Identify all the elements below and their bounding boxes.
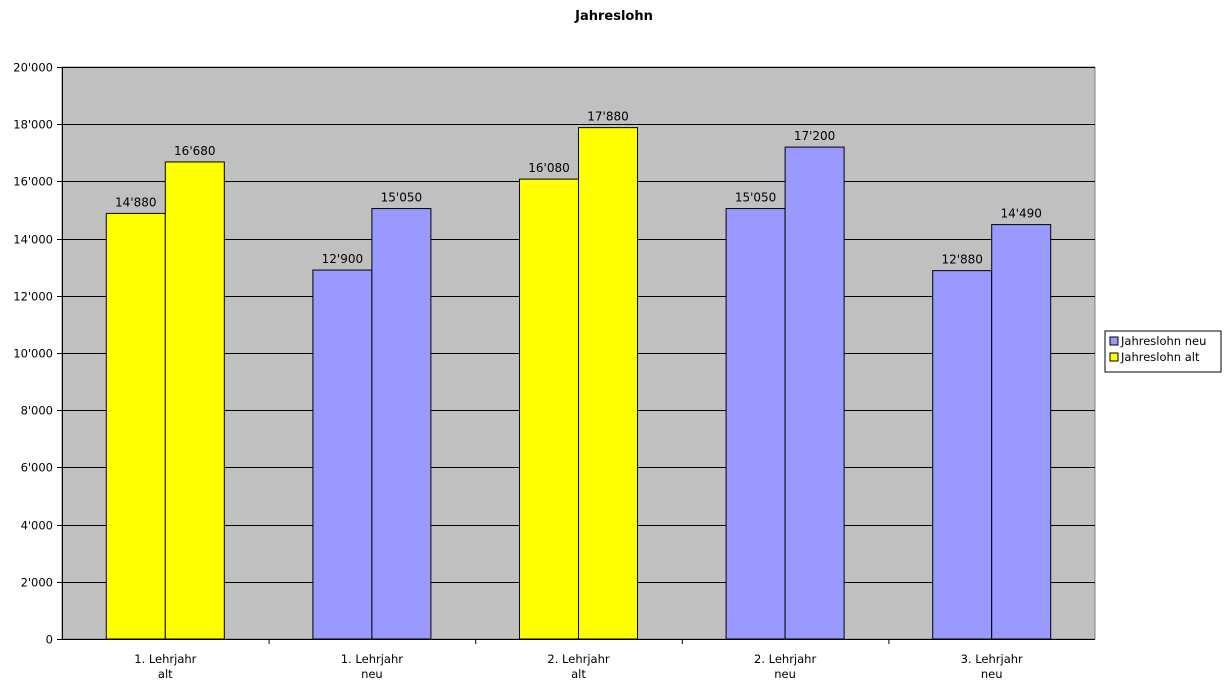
y-tick-label: 8'000 [21, 404, 53, 418]
legend-swatch [1109, 352, 1119, 362]
category-label: 2. Lehrjahr [754, 652, 816, 666]
legend-swatch [1109, 336, 1119, 346]
bar [519, 178, 579, 640]
data-label: 12'900 [322, 252, 363, 266]
grid-lines [62, 67, 1095, 583]
bar [578, 127, 638, 640]
data-label: 16'680 [174, 144, 215, 158]
y-tick-label: 4'000 [21, 519, 53, 533]
bar [312, 269, 373, 640]
chart-title: Jahreslohn [574, 9, 653, 24]
legend: Jahreslohn neu Jahreslohn alt [1104, 330, 1222, 373]
y-tick-label: 16'000 [13, 175, 53, 189]
legend-box [1104, 330, 1222, 373]
category-label: 3. Lehrjahr [961, 652, 1023, 666]
category-label: 1. Lehrjahr [341, 652, 403, 666]
legend-label: Jahreslohn alt [1120, 350, 1200, 364]
data-label: 17'200 [794, 129, 835, 143]
y-tick-label: 14'000 [13, 233, 53, 247]
category-label: 1. Lehrjahr [134, 652, 196, 666]
data-label: 15'050 [381, 191, 422, 205]
data-label: 12'880 [941, 253, 982, 267]
category-label: 2. Lehrjahr [547, 652, 609, 666]
bar [105, 212, 166, 640]
bar [371, 208, 432, 640]
y-tick-label: 18'000 [13, 118, 53, 132]
data-label: 14'490 [1000, 207, 1041, 221]
category-label: alt [571, 667, 586, 681]
y-tick-label: 20'000 [13, 61, 53, 75]
y-tick-label: 0 [46, 633, 53, 647]
category-label: neu [981, 667, 1003, 681]
bar [725, 208, 786, 640]
y-tick-label: 2'000 [21, 576, 53, 590]
data-label: 17'880 [587, 110, 628, 124]
bar [164, 161, 225, 640]
bar [991, 224, 1052, 640]
category-label: neu [774, 667, 796, 681]
legend-label: Jahreslohn neu [1120, 334, 1206, 348]
data-label: 15'050 [735, 191, 776, 205]
category-label: alt [158, 667, 173, 681]
y-tick-label: 12'000 [13, 290, 53, 304]
y-tick-label: 10'000 [13, 347, 53, 361]
data-label: 16'080 [528, 161, 569, 175]
category-label: neu [361, 667, 383, 681]
bars: 14'880 16'680 12'900 15'050 16'080 17'880 15'0… [105, 110, 1052, 640]
bar [932, 270, 993, 640]
data-label: 14'880 [115, 195, 156, 209]
bar [784, 146, 845, 640]
y-tick-label: 6'000 [21, 461, 53, 475]
axes: 0 2'000 4'000 6'000 8'000 10'000 12'000 14'000 1… [13, 61, 1095, 681]
